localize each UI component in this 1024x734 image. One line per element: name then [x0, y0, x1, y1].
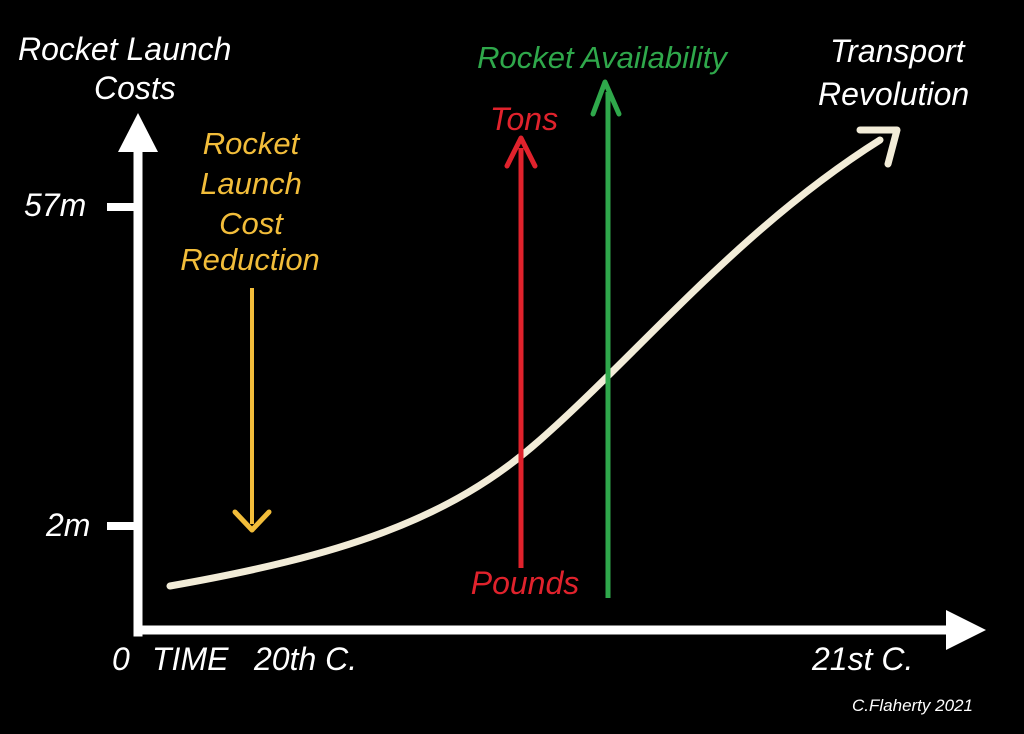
curve-arrowhead [856, 126, 901, 168]
cost-reduction-arrow [232, 288, 272, 533]
y-axis-arrowhead [118, 113, 158, 152]
y-tick-label-57m: 57m [24, 187, 86, 223]
cost-reduction-label-line2: Launch [200, 166, 302, 201]
axes [107, 113, 986, 650]
x-axis-arrowhead [946, 610, 986, 650]
labels: Rocket Launch Costs Transport Revolution… [18, 31, 973, 715]
title-left-line1: Rocket Launch [18, 31, 231, 67]
cost-reduction-label-line3: Cost [219, 206, 284, 241]
cost-reduction-label-line1: Rocket [203, 126, 301, 161]
y-tick-label-2m: 2m [45, 507, 90, 543]
payload-bottom-label: Pounds [471, 565, 580, 601]
availability-arrow [590, 79, 622, 598]
x-time-label: TIME [152, 641, 229, 677]
availability-arrowhead [590, 79, 622, 117]
x-end-label: 21st C. [811, 641, 913, 677]
transport-curve [166, 126, 901, 590]
title-right-line2: Revolution [818, 76, 969, 112]
cost-reduction-label-line4: Reduction [180, 242, 320, 277]
payload-arrow [504, 135, 538, 568]
cost-reduction-arrowhead [232, 509, 272, 533]
payload-top-label: Tons [490, 101, 558, 137]
curve-line [166, 136, 884, 590]
x-origin-label: 0 [112, 641, 130, 677]
availability-label: Rocket Availability [477, 40, 729, 75]
payload-arrowhead [504, 135, 538, 169]
x-start-label: 20th C. [253, 641, 357, 677]
credit-label: C.Flaherty 2021 [852, 696, 973, 715]
title-left-line2: Costs [94, 70, 176, 106]
title-right-line1: Transport [830, 33, 966, 69]
